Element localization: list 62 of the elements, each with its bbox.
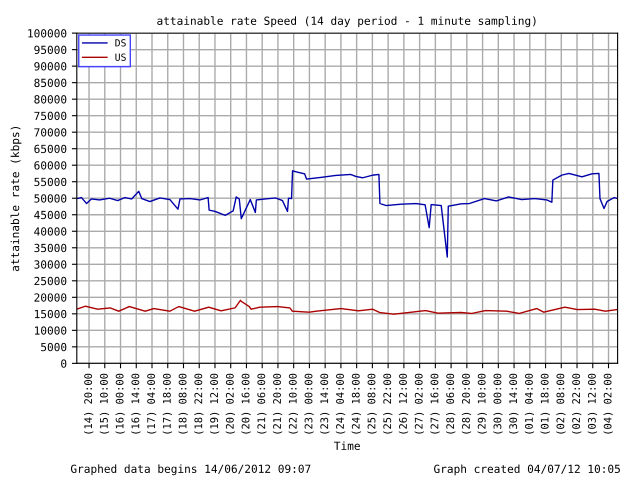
x-tick-label: (14) 20:00 (84, 374, 94, 434)
y-tick-label: 15000 (34, 310, 66, 318)
y-tick-label: 55000 (34, 178, 66, 186)
x-tick-label: (25) 08:00 (367, 374, 377, 434)
x-tick-label: (22) 10:00 (288, 374, 298, 434)
x-tick-label: (16) 00:00 (116, 374, 125, 434)
x-tick-label: (03) 12:00 (588, 374, 598, 434)
x-tick-label: (02) 08:00 (556, 374, 566, 434)
x-tick-label: (30) 00:00 (493, 374, 503, 434)
text: Graph created 04/07/12 10:05 (434, 464, 620, 476)
x-tick-label: (20) 16:00 (241, 374, 251, 434)
x-tick-label: (26) 12:00 (398, 374, 408, 434)
x-tick-label: (28) 06:00 (446, 374, 456, 434)
y-tick-label: 35000 (34, 244, 66, 252)
x-tick-label: (20) 02:00 (226, 374, 235, 434)
y-tick-label: 20000 (34, 293, 66, 302)
y-tick-label: 75000 (34, 112, 66, 120)
x-tick-label: (24) 04:00 (336, 374, 346, 434)
y-tick-label: 100000 (28, 29, 66, 38)
x-tick-label: (18) 08:00 (178, 374, 188, 434)
y-tick-label: 0 (61, 359, 66, 368)
x-tick-label: (23) 14:00 (320, 374, 330, 434)
x-tick-label: (19) 12:00 (210, 374, 220, 434)
x-tick-label: (23) 00:00 (304, 374, 314, 434)
y-tick-label: 70000 (34, 128, 66, 137)
y-tick-label: 10000 (34, 326, 66, 335)
y-tick-label: 45000 (34, 210, 66, 220)
x-tick-label: (17) 04:00 (147, 374, 156, 434)
y-tick-label: 60000 (34, 161, 66, 170)
x-tick-label: (27) 02:00 (414, 374, 424, 434)
x-tick-label: (25) 22:00 (383, 374, 392, 434)
x-tick-label: (18) 22:00 (194, 374, 204, 434)
x-tick-label: (24) 18:00 (352, 374, 361, 434)
y-tick-label: 65000 (34, 144, 66, 154)
y-tick-label: 40000 (34, 227, 66, 236)
y-tick-label: 85000 (34, 78, 66, 88)
y-tick-label: 90000 (34, 62, 66, 71)
x-tick-label: (02) 22:00 (572, 374, 582, 434)
y-tick-label: 95000 (34, 46, 66, 54)
y-tick-label: 30000 (34, 260, 66, 269)
x-axis-title: Time (334, 441, 360, 450)
x-tick-label: (01) 18:00 (540, 374, 550, 434)
x-tick-label: (28) 20:00 (462, 374, 472, 434)
chart-title: attainable rate Speed (14 day period - 1 minute sampling) (157, 16, 536, 28)
x-tick-label: (15) 10:00 (100, 374, 110, 434)
x-tick-label: (17) 18:00 (162, 374, 172, 434)
x-tick-label: (04) 02:00 (604, 374, 613, 434)
x-tick-label: (01) 04:00 (524, 374, 534, 434)
text: Graphed data begins 14/06/2012 09:07 (70, 464, 310, 476)
y-axis-title: attainable rate (kbps) (10, 126, 22, 272)
y-tick-label: 80000 (34, 95, 66, 104)
legend-label: DS (115, 39, 126, 47)
x-tick-label: (29) 10:00 (478, 374, 487, 434)
x-tick-label: (27) 16:00 (430, 374, 440, 434)
y-tick-label: 25000 (34, 276, 66, 286)
x-tick-label: (21) 20:00 (272, 374, 282, 434)
x-tick-label: (30) 14:00 (509, 374, 518, 434)
legend-label: US (115, 54, 126, 61)
y-tick-label: 5000 (41, 342, 66, 352)
x-tick-label: (16) 14:00 (131, 374, 141, 434)
x-tick-label: (21) 06:00 (257, 374, 266, 434)
y-tick-label: 50000 (34, 194, 66, 203)
